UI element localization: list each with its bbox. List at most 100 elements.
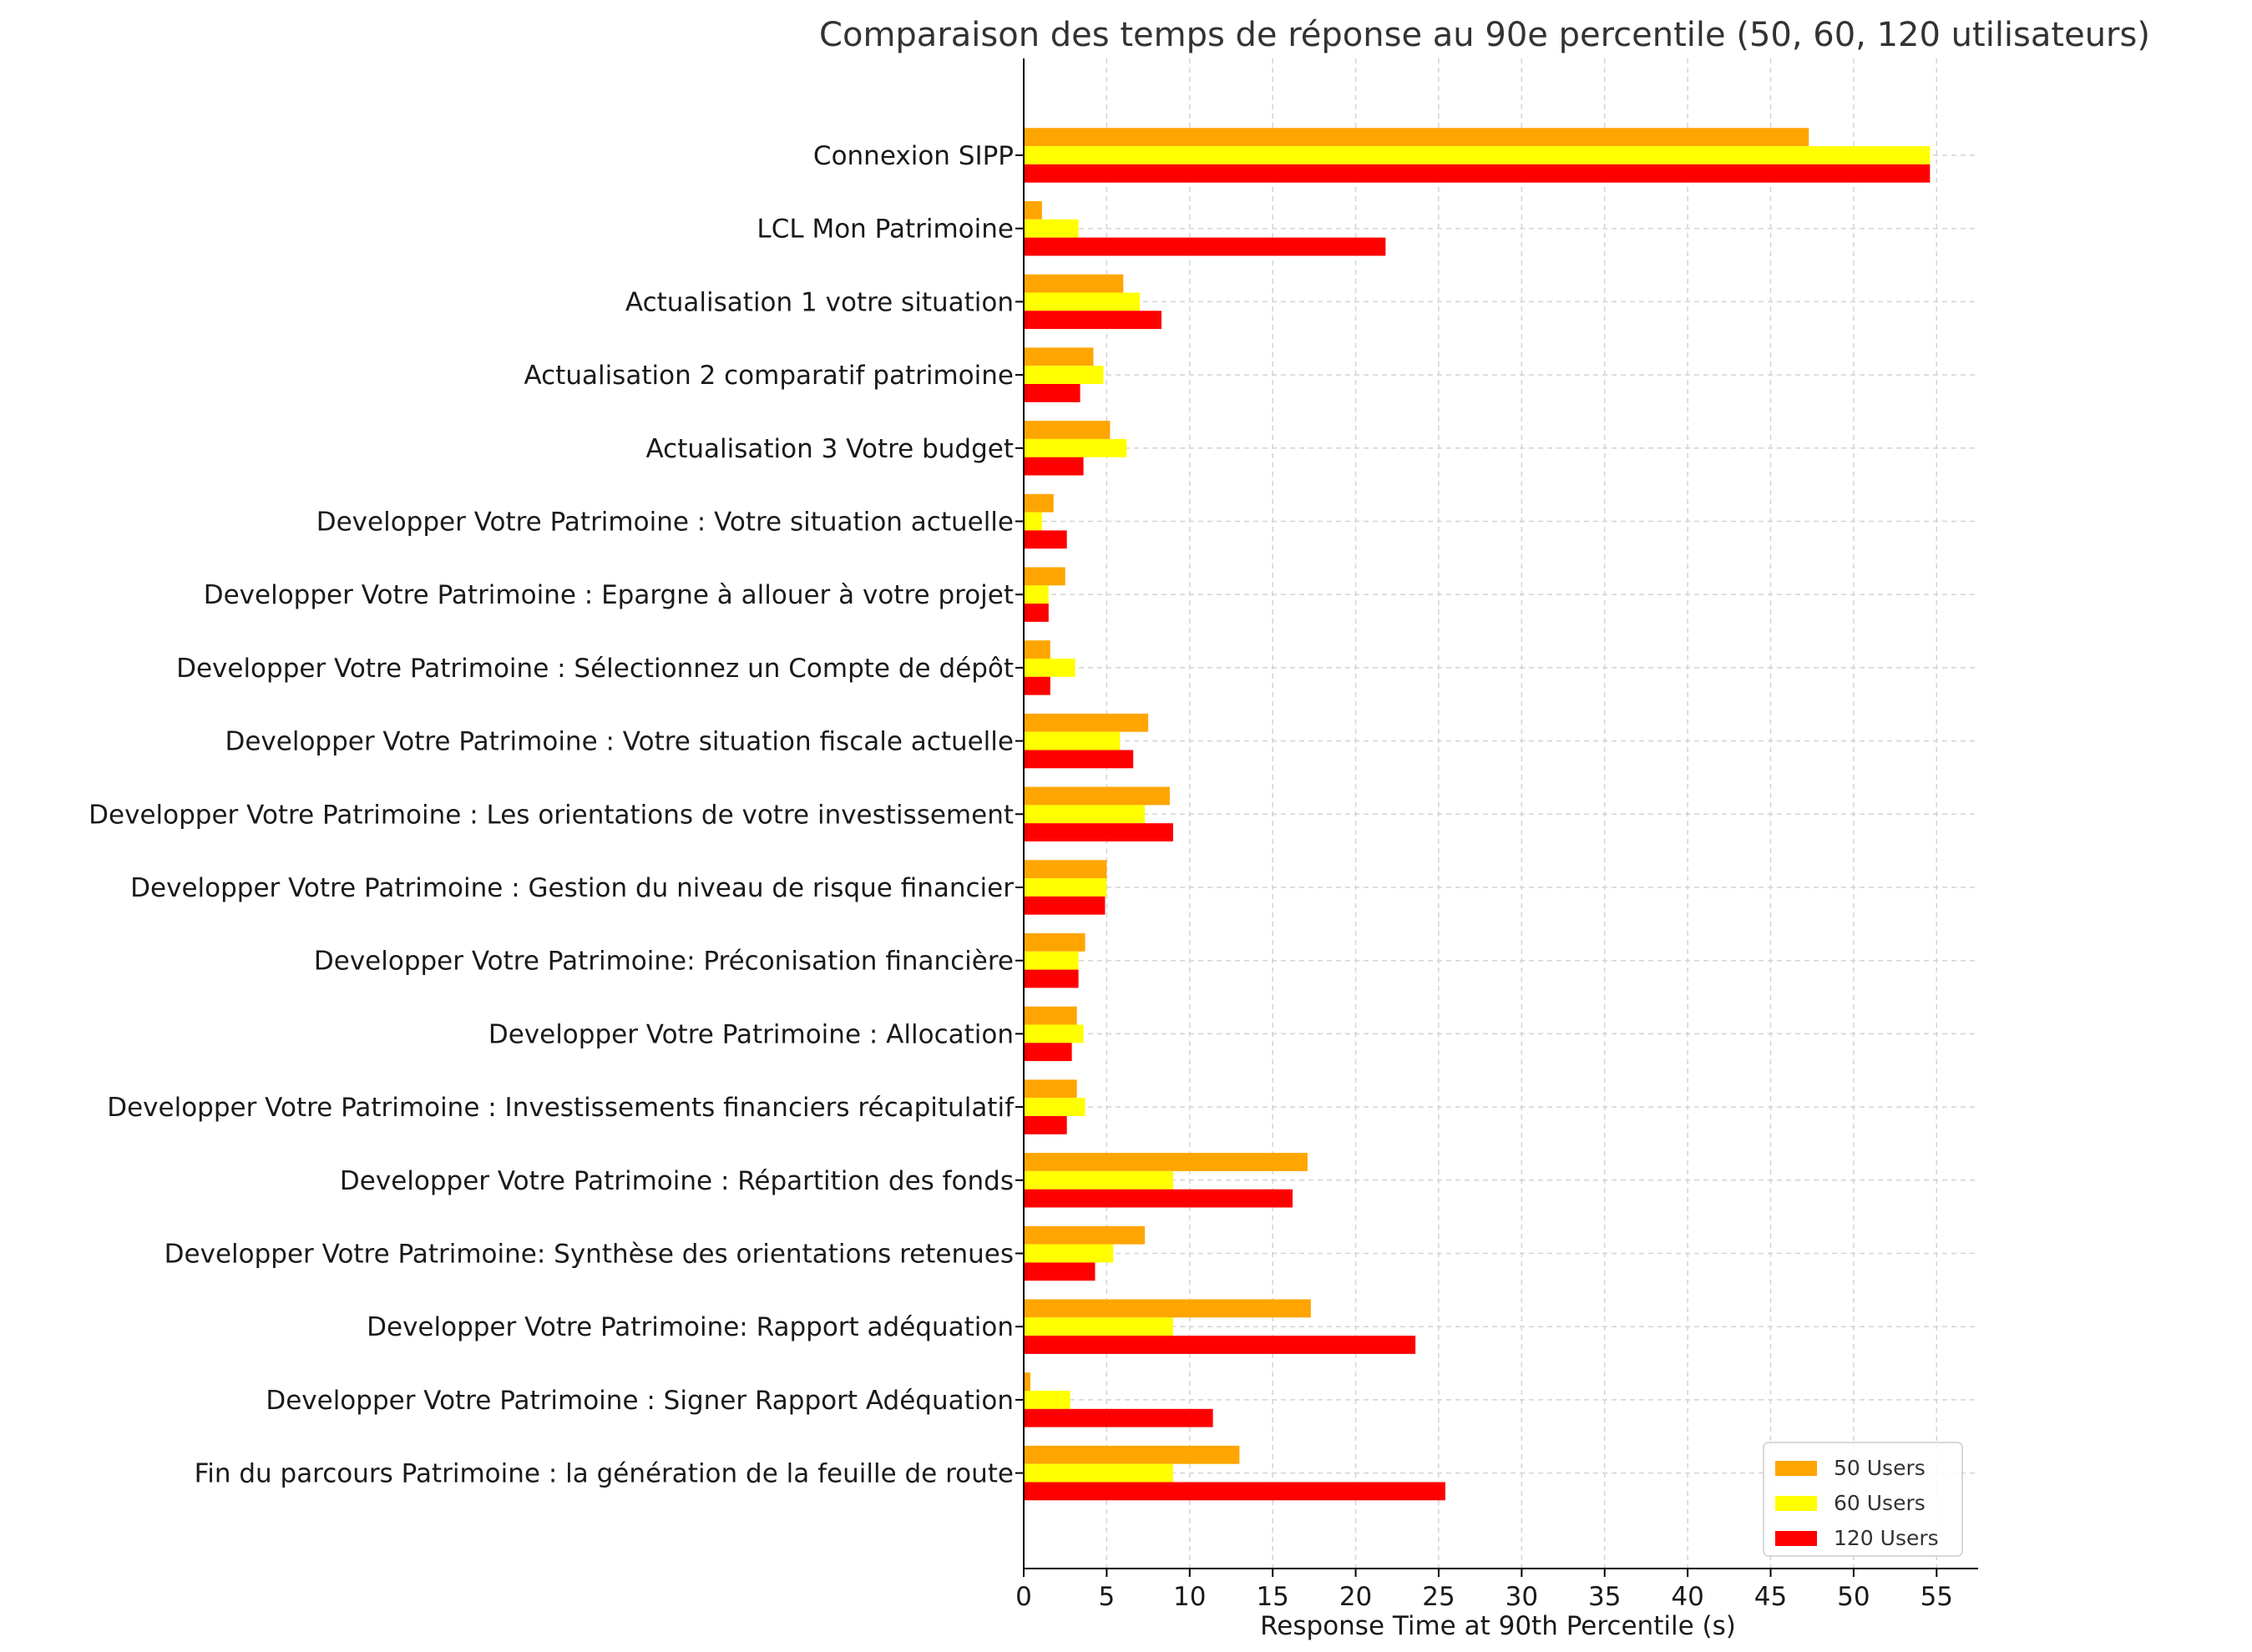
bar-50-users — [1024, 347, 1094, 366]
legend-swatch — [1775, 1461, 1817, 1476]
bar-120-users — [1024, 676, 1050, 695]
category-labels: Connexion SIPP LCL Mon Patrimoine Actualis… — [89, 141, 1024, 1489]
chart-title: Comparaison des temps de réponse au 90e … — [819, 16, 2150, 54]
bar-50-users — [1024, 1153, 1308, 1171]
category-label: Developper Votre Patrimoine : Répartitio… — [340, 1166, 1014, 1196]
bar-50-users — [1024, 421, 1111, 439]
bar-60-users — [1024, 1463, 1173, 1483]
category-label: Developper Votre Patrimoine : Les orient… — [89, 800, 1014, 830]
x-tick-label: 20 — [1339, 1582, 1372, 1612]
category-label: LCL Mon Patrimoine — [757, 215, 1014, 245]
bar-50-users — [1024, 128, 1809, 147]
bar-120-users — [1024, 530, 1067, 549]
x-tick-label: 30 — [1506, 1582, 1538, 1612]
bar-120-users — [1024, 750, 1134, 769]
bar-60-users — [1024, 731, 1121, 750]
legend-label: 50 Users — [1834, 1456, 1926, 1480]
x-tick-label: 10 — [1173, 1582, 1206, 1612]
x-tick-label: 35 — [1588, 1582, 1621, 1612]
x-tick-label: 25 — [1422, 1582, 1455, 1612]
x-tick-label: 40 — [1671, 1582, 1703, 1612]
category-label: Developper Votre Patrimoine : Allocation — [488, 1019, 1014, 1049]
x-tick-label: 5 — [1099, 1582, 1116, 1612]
bar-120-users — [1024, 237, 1386, 256]
bar-120-users — [1024, 969, 1079, 988]
bar-50-users — [1024, 1225, 1146, 1245]
bar-60-users — [1024, 951, 1079, 970]
bar-60-users — [1024, 878, 1107, 897]
bar-60-users — [1024, 1170, 1173, 1190]
bar-60-users — [1024, 146, 1931, 164]
bar-60-users — [1024, 1244, 1114, 1263]
x-tick-label: 55 — [1921, 1582, 1953, 1612]
bar-120-users — [1024, 1408, 1213, 1427]
bar-60-users — [1024, 219, 1079, 238]
x-tick-label: 50 — [1837, 1582, 1870, 1612]
bar-60-users — [1024, 512, 1042, 531]
bar-60-users — [1024, 585, 1049, 604]
bar-50-users — [1024, 640, 1050, 659]
category-label: Fin du parcours Patrimoine : la générati… — [195, 1459, 1014, 1489]
bar-50-users — [1024, 786, 1170, 806]
bar-60-users — [1024, 1317, 1173, 1336]
legend: 50 Users 60 Users 120 Users — [1763, 1442, 1963, 1557]
category-label: Developper Votre Patrimoine : Gestion du… — [130, 873, 1014, 903]
bar-50-users — [1024, 860, 1107, 879]
category-label: Actualisation 1 votre situation — [625, 287, 1014, 317]
bar-60-users — [1024, 366, 1104, 384]
legend-label: 120 Users — [1834, 1526, 1939, 1550]
bar-50-users — [1024, 493, 1054, 513]
bar-50-users — [1024, 713, 1149, 732]
bar-120-users — [1024, 1043, 1072, 1062]
bar-120-users — [1024, 1262, 1096, 1281]
bar-120-users — [1024, 164, 1931, 183]
bar-60-users — [1024, 1098, 1086, 1116]
bars — [1024, 128, 1931, 1501]
bar-50-users — [1024, 933, 1086, 952]
bar-120-users — [1024, 311, 1161, 330]
bar-50-users — [1024, 1079, 1077, 1099]
category-label: Actualisation 3 Votre budget — [645, 434, 1014, 464]
x-tick-label: 45 — [1754, 1582, 1787, 1612]
category-label: Developper Votre Patrimoine: Synthèse de… — [164, 1240, 1014, 1270]
x-axis-label: Response Time at 90th Percentile (s) — [1260, 1611, 1736, 1641]
category-label: Connexion SIPP — [813, 141, 1014, 171]
bar-120-users — [1024, 384, 1080, 402]
category-label: Developper Votre Patrimoine: Rapport adé… — [367, 1312, 1014, 1342]
bar-120-users — [1024, 896, 1106, 915]
bar-60-users — [1024, 438, 1127, 457]
bar-50-users — [1024, 201, 1042, 220]
category-label: Developper Votre Patrimoine : Signer Rap… — [266, 1386, 1014, 1416]
legend-swatch — [1775, 1531, 1817, 1546]
x-tick-label: 0 — [1015, 1582, 1032, 1612]
category-label: Developper Votre Patrimoine : Epargne à … — [204, 580, 1014, 610]
bar-50-users — [1024, 1445, 1240, 1464]
category-label: Actualisation 2 comparatif patrimoine — [524, 361, 1014, 391]
category-label: Developper Votre Patrimoine : Votre situ… — [225, 727, 1014, 757]
bar-60-users — [1024, 292, 1141, 311]
bar-50-users — [1024, 1006, 1077, 1025]
bar-120-users — [1024, 457, 1084, 476]
grid — [1023, 58, 1978, 1569]
bar-50-users — [1024, 274, 1124, 293]
legend-swatch — [1775, 1496, 1817, 1511]
bar-120-users — [1024, 1116, 1067, 1134]
category-label: Developper Votre Patrimoine : Investisse… — [107, 1093, 1015, 1123]
bar-120-users — [1024, 1336, 1416, 1354]
bar-50-users — [1024, 1299, 1311, 1318]
bar-50-users — [1024, 567, 1065, 586]
category-label: Developper Votre Patrimoine: Préconisati… — [314, 947, 1014, 977]
bar-120-users — [1024, 823, 1173, 841]
category-label: Developper Votre Patrimoine : Votre situ… — [316, 508, 1014, 538]
bar-60-users — [1024, 1391, 1070, 1409]
bar-60-users — [1024, 659, 1075, 677]
bar-120-users — [1024, 604, 1049, 622]
x-tick-label: 15 — [1256, 1582, 1288, 1612]
legend-label: 60 Users — [1834, 1491, 1926, 1515]
x-tick-labels: 0 5 10 15 20 25 30 35 40 45 50 55 — [1015, 1569, 1953, 1612]
bar-60-users — [1024, 1024, 1084, 1043]
bar-50-users — [1024, 1372, 1030, 1391]
bar-60-users — [1024, 805, 1146, 824]
category-label: Developper Votre Patrimoine : Sélectionn… — [176, 654, 1014, 684]
